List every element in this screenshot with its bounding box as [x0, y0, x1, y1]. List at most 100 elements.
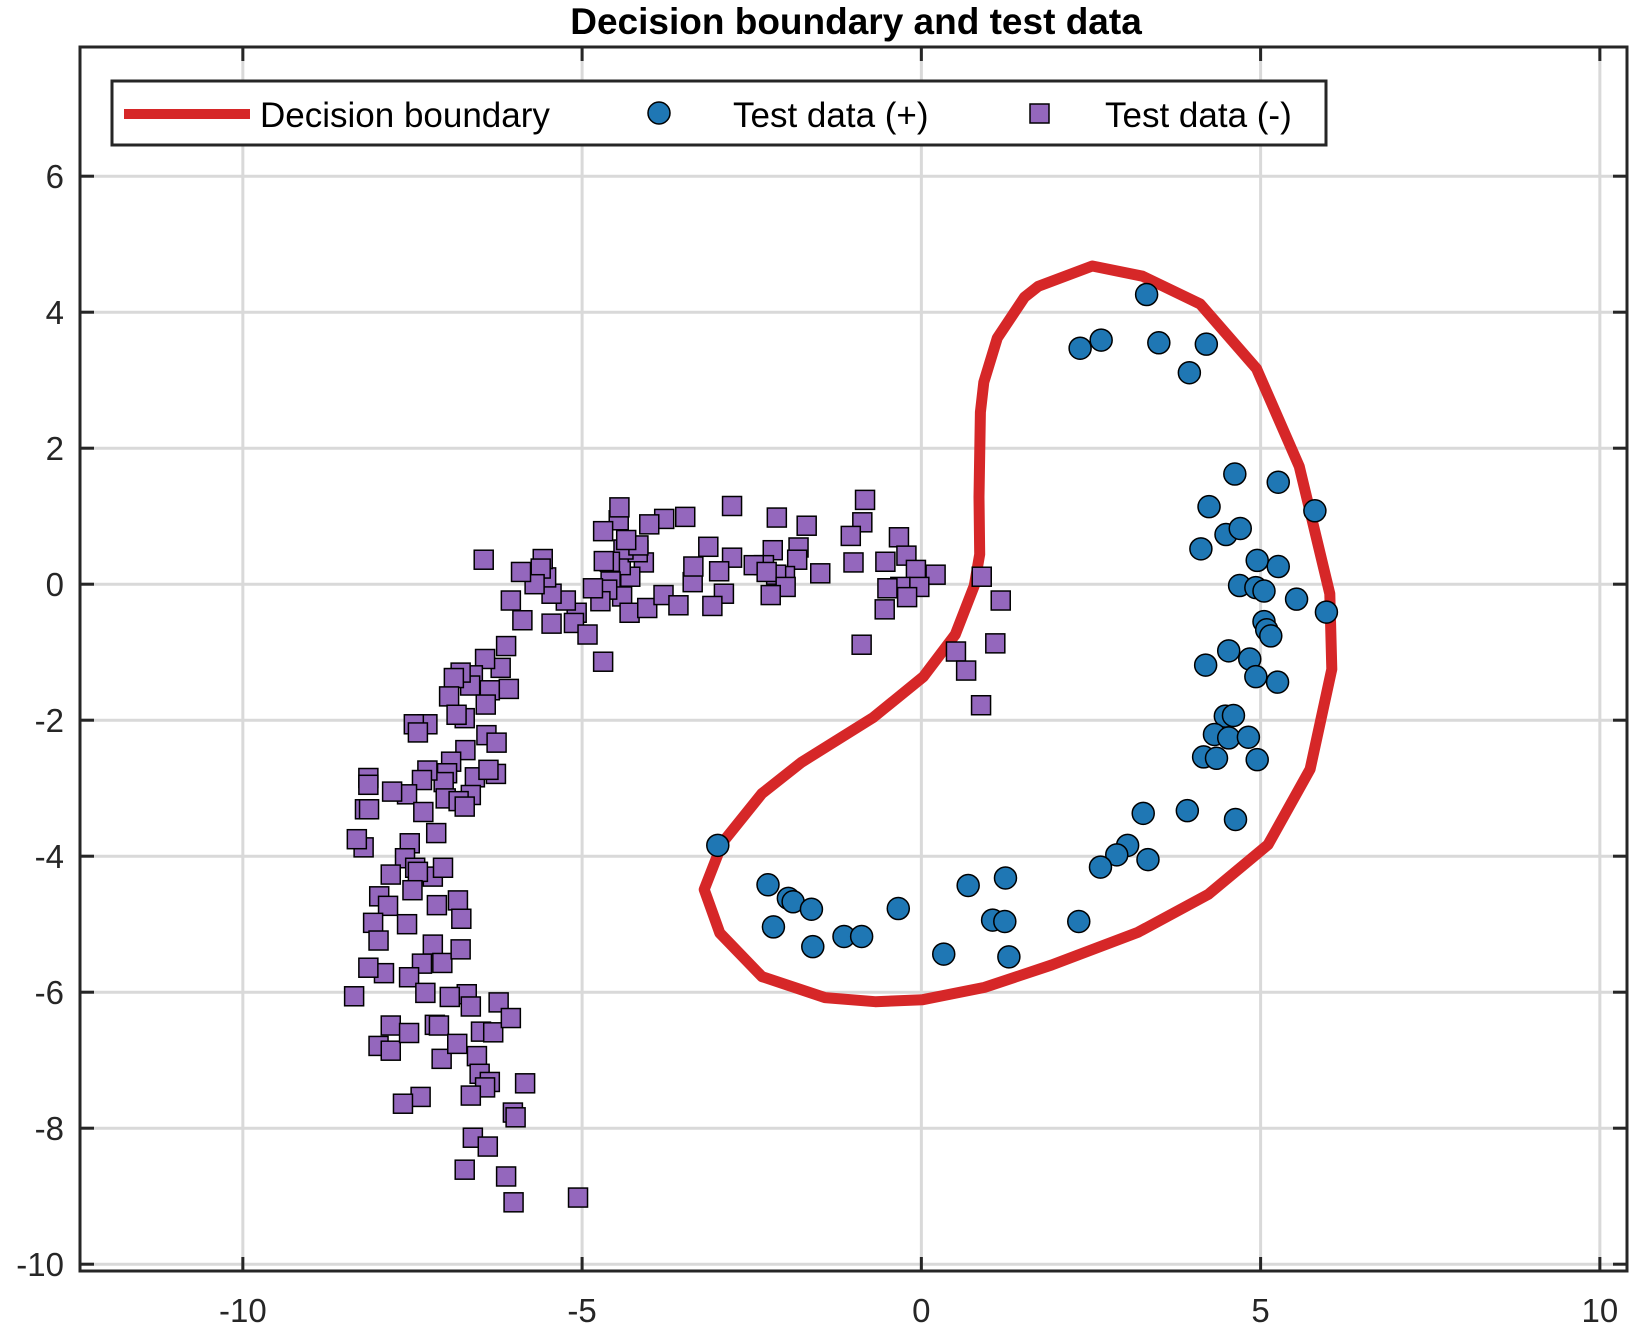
- positive-point-29: [1221, 703, 1246, 728]
- negative-point-157: [482, 1022, 504, 1043]
- positive-point-26: [1244, 664, 1268, 689]
- negative-point-77: [510, 561, 532, 583]
- positive-point-0: [1134, 282, 1159, 307]
- positive-point-55: [993, 909, 1017, 934]
- positive-point-6: [1223, 462, 1247, 486]
- negative-point-124: [358, 799, 380, 820]
- negative-point-166: [460, 1085, 482, 1106]
- positive-point-44: [956, 873, 980, 898]
- negative-point-132: [402, 879, 423, 901]
- negative-point-63: [593, 550, 615, 572]
- negative-point-110: [413, 801, 434, 823]
- negative-series: [343, 489, 1011, 1213]
- negative-point-120: [362, 912, 384, 934]
- negative-point-84: [474, 648, 496, 670]
- legend-negative-label: Test data (-): [1105, 96, 1292, 135]
- negative-point-13: [874, 599, 895, 620]
- positive-point-11: [1228, 516, 1252, 541]
- positive-point-31: [1216, 726, 1241, 750]
- positive-point-40: [1105, 843, 1129, 867]
- y-tick-label-4: -2: [35, 702, 64, 739]
- positive-point-32: [1236, 725, 1261, 749]
- legend-positive-label: Test data (+): [733, 96, 929, 135]
- positive-point-3: [1147, 331, 1171, 355]
- positive-point-56: [1067, 909, 1091, 934]
- decision-boundary: [698, 260, 1338, 1008]
- negative-point-5: [875, 551, 896, 573]
- negative-point-139: [422, 934, 444, 955]
- positive-point-58: [997, 945, 1021, 969]
- positive-point-43: [993, 866, 1018, 890]
- negative-point-91: [498, 678, 520, 700]
- negative-point-128: [425, 822, 447, 844]
- negative-point-39: [683, 556, 704, 577]
- negative-point-135: [426, 894, 448, 916]
- positive-point-41: [1088, 855, 1113, 879]
- positive-series: [706, 282, 1339, 969]
- negative-point-131: [407, 861, 429, 883]
- x-tick-label-2: 0: [912, 1292, 930, 1329]
- positive-point-13: [1245, 548, 1269, 573]
- negative-point-82: [495, 635, 517, 657]
- positive-point-27: [1265, 670, 1290, 694]
- negative-point-134: [447, 890, 469, 911]
- negative-point-177: [567, 1187, 589, 1208]
- y-tick-label-8: 6: [46, 158, 64, 195]
- positive-point-8: [1303, 499, 1327, 523]
- legend-boundary-label: Decision boundary: [260, 96, 550, 135]
- negative-point-21: [721, 495, 743, 517]
- negative-point-60: [639, 514, 660, 535]
- axes: [78, 45, 1629, 1273]
- negative-point-153: [398, 1022, 420, 1044]
- y-tick-label-0: -10: [16, 1246, 64, 1283]
- grid: [80, 47, 1627, 1271]
- negative-point-20: [970, 694, 992, 716]
- positive-point-12: [1189, 537, 1213, 561]
- negative-point-162: [466, 1045, 488, 1067]
- negative-point-81: [512, 609, 533, 631]
- positive-point-59: [706, 833, 730, 858]
- negative-point-62: [592, 520, 614, 542]
- negative-point-56: [702, 595, 723, 617]
- negative-point-0: [854, 489, 876, 511]
- x-tick-label-3: 5: [1251, 1292, 1269, 1329]
- negative-point-3: [888, 527, 910, 548]
- negative-point-133: [432, 857, 454, 879]
- negative-point-53: [636, 597, 658, 619]
- y-tick-label-2: -6: [35, 974, 64, 1011]
- negative-point-171: [505, 1107, 526, 1128]
- negative-point-105: [478, 759, 499, 781]
- negative-point-6: [843, 552, 864, 573]
- positive-point-50: [761, 915, 786, 939]
- x-tick-label-0: -10: [219, 1292, 267, 1329]
- negative-point-146: [439, 986, 461, 1008]
- negative-point-148: [358, 957, 379, 978]
- negative-point-161: [428, 1015, 450, 1036]
- legend: Decision boundary Test data (+) Test dat…: [110, 79, 1328, 147]
- negative-point-89: [443, 667, 465, 689]
- negative-point-138: [368, 930, 389, 951]
- chart-title: Decision boundary and test data: [570, 1, 1142, 42]
- positive-point-36: [1175, 798, 1200, 823]
- negative-point-17: [945, 641, 967, 662]
- negative-point-19: [955, 660, 977, 681]
- positive-point-17: [1252, 579, 1276, 603]
- negative-point-114: [454, 796, 475, 817]
- negative-point-96: [407, 722, 429, 743]
- positive-point-1: [1089, 328, 1113, 352]
- positive-point-14: [1266, 554, 1290, 579]
- x-tick-label-1: -5: [567, 1292, 596, 1329]
- x-tick-label-4: 10: [1582, 1292, 1619, 1329]
- positive-point-19: [1314, 600, 1339, 624]
- negative-point-143: [398, 966, 420, 988]
- negative-point-137: [396, 913, 418, 935]
- negative-point-142: [450, 939, 471, 960]
- positive-point-45: [756, 873, 780, 897]
- negative-point-22: [766, 507, 788, 528]
- negative-point-18: [851, 634, 872, 655]
- negative-point-78: [500, 590, 522, 611]
- positive-point-2: [1068, 336, 1092, 360]
- axes-box: [78, 45, 1629, 1273]
- positive-point-38: [1223, 807, 1248, 832]
- negative-point-26: [786, 549, 808, 570]
